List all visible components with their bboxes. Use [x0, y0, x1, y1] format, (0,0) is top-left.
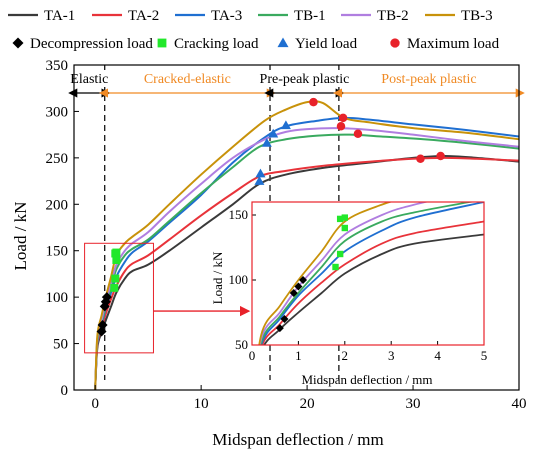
- x-tick-label: 0: [91, 396, 99, 412]
- marker-cracking-load: [110, 283, 119, 292]
- marker-maximum-load: [436, 151, 445, 161]
- marker-maximum-load: [338, 113, 348, 123]
- stage-label-backing: [63, 70, 116, 87]
- inset-y-tick-label: 150: [229, 207, 249, 222]
- marker-maximum-load: [416, 154, 425, 164]
- inset-series-line-ta-3: [260, 202, 484, 345]
- marker-decompression-load: [101, 292, 112, 303]
- inset-x-tick-label: 5: [481, 348, 488, 363]
- y-axis-label: Load / kN: [11, 202, 30, 271]
- inset-marker-decompression-load: [280, 315, 289, 323]
- marker-maximum-load: [309, 97, 318, 107]
- y-tick-label: 300: [46, 104, 69, 120]
- marker-cracking-load: [111, 249, 120, 258]
- stage-label-pre-peak-plastic: Pre-peak plastic: [260, 72, 350, 87]
- marker-yield-load: [268, 128, 279, 138]
- legend-marker-yield-load: [277, 37, 289, 48]
- inset-x-tick-label: 3: [388, 348, 395, 363]
- inset-background: [252, 202, 484, 345]
- marker-yield-load: [261, 138, 272, 147]
- inset-marker-cracking-load: [332, 263, 339, 271]
- x-tick-label: 20: [300, 396, 315, 412]
- inset-marker-decompression-load: [299, 276, 308, 284]
- legend-label-ta-1: TA-1: [44, 8, 75, 24]
- main-marker-layer: [96, 97, 445, 337]
- series-line-tb-3: [94, 100, 519, 390]
- marker-decompression-load: [96, 326, 107, 337]
- inset-y-tick-label: 50: [235, 337, 248, 352]
- x-tick-label: 10: [194, 396, 209, 412]
- main-plot: Elastic Cracked-elastic Pre-peak plastic Po…: [46, 58, 527, 412]
- inset-marker-layer: [275, 214, 348, 333]
- stage-label-backing: [134, 70, 240, 87]
- stage-label-backing: [369, 70, 489, 87]
- inset-series-layer: [258, 202, 484, 345]
- inset-series-line-tb-3: [258, 202, 393, 345]
- inset-marker-decompression-load: [275, 324, 284, 333]
- marker-decompression-load: [97, 320, 108, 330]
- inset-marker-cracking-load: [341, 214, 348, 221]
- legend-label-tb-1: TB-1: [294, 8, 326, 24]
- inset-series-line-ta-2: [261, 220, 484, 345]
- legend-label-tb-3: TB-3: [461, 8, 493, 24]
- zoom-source-box: [84, 242, 154, 354]
- legend-label-cracking-load: Cracking load: [174, 36, 259, 52]
- inset-x-tick-label: 0: [249, 348, 256, 363]
- y-tick-label: 0: [61, 383, 69, 399]
- inset-x-tick-label: 1: [295, 348, 302, 363]
- marker-cracking-load: [111, 274, 120, 283]
- inset-y-tick-label: 100: [229, 272, 249, 287]
- legend-marker-cracking-load: [157, 38, 167, 48]
- legend-marker-maximum-load: [390, 38, 400, 48]
- marker-yield-load: [280, 120, 291, 130]
- inset-y-axis-label: Load / kN: [210, 251, 225, 304]
- inset-x-axis-label: Midspan deflection / mm: [301, 372, 432, 387]
- inset-marker-decompression-load: [289, 289, 298, 297]
- legend-label-ta-2: TA-2: [128, 8, 159, 24]
- inset-marker-cracking-load: [336, 215, 344, 223]
- inset-marker-cracking-load: [341, 224, 348, 232]
- legend-marker-decompression-load: [12, 37, 24, 49]
- legend-label-ta-3: TA-3: [211, 8, 242, 24]
- y-tick-label: 200: [46, 197, 69, 213]
- inset-x-tick-label: 4: [434, 348, 441, 363]
- inset-marker-cracking-load: [336, 250, 344, 258]
- y-tick-label: 100: [46, 290, 69, 306]
- stage-annotations: Elastic Cracked-elastic Pre-peak plastic Po…: [63, 65, 525, 380]
- stage-label-backing: [248, 70, 361, 87]
- legend-label-decompression-load: Decompression load: [30, 36, 153, 52]
- stage-label-elastic: Elastic: [70, 72, 108, 87]
- marker-cracking-load: [112, 256, 121, 264]
- inset-frame: [251, 201, 485, 346]
- y-tick-label: 350: [46, 58, 69, 74]
- x-tick-label: 30: [406, 396, 421, 412]
- y-tick-label: 50: [53, 337, 68, 353]
- marker-maximum-load: [353, 129, 363, 138]
- inset-x-tick-label: 2: [342, 348, 349, 363]
- marker-yield-load: [254, 176, 265, 185]
- x-tick-label: 40: [512, 396, 527, 412]
- marker-yield-load: [255, 168, 266, 178]
- inset-marker-decompression-load: [294, 282, 303, 291]
- x-axis-label: Midspan deflection / mm: [212, 430, 383, 449]
- stage-label-post-peak-plastic: Post-peak plastic: [381, 72, 476, 87]
- legend-label-maximum-load: Maximum load: [407, 36, 500, 52]
- inset-series-line-ta-1: [263, 233, 484, 345]
- marker-maximum-load: [336, 122, 346, 131]
- inset-series-line-tb-1: [259, 202, 475, 345]
- series-line-ta-2: [94, 156, 519, 390]
- y-tick-label: 250: [46, 151, 69, 167]
- y-tick-label: 150: [46, 244, 69, 260]
- legend-label-tb-2: TB-2: [377, 8, 409, 24]
- inset-series-line-tb-2: [258, 202, 430, 345]
- stage-label-cracked-elastic: Cracked-elastic: [144, 72, 231, 87]
- legend: TA-1 TA-2 TA-3 TB-1 TB-2 TB-3 Decompression lo…: [8, 8, 500, 52]
- inset-plot: 0 1 2 3 4 5 50 100 150 Midspan deflection / mm L…: [84, 201, 488, 387]
- legend-label-yield-load: Yield load: [295, 36, 358, 52]
- main-plot-frame: [73, 64, 520, 391]
